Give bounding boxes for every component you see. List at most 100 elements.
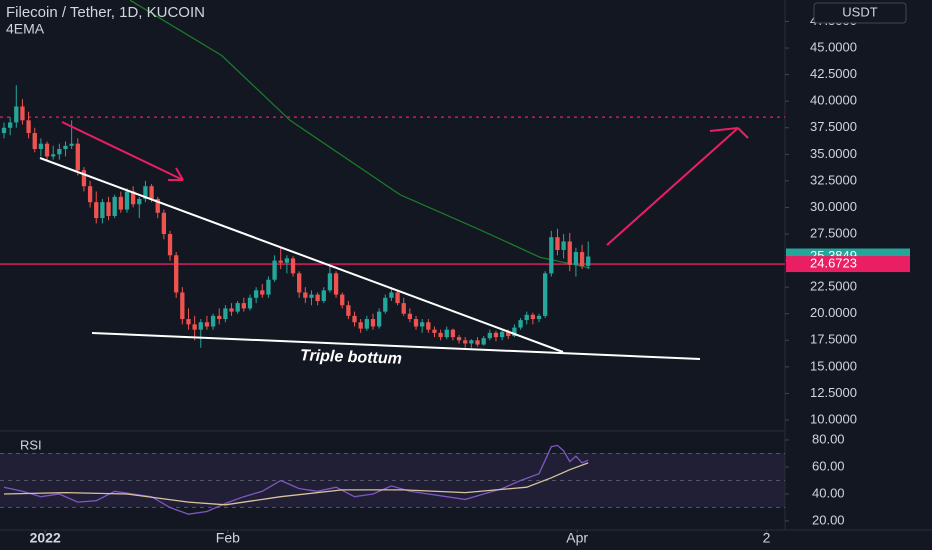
y-tick-label: 22.5000 [810,279,857,294]
candle-body [376,311,382,327]
candle-body [284,258,290,263]
candle-body [63,145,68,150]
candle-body [499,331,505,338]
candle-body [32,133,37,150]
candle-body [426,322,431,330]
candle-body [401,303,406,314]
candle-body [315,294,320,301]
candle-body [20,106,25,121]
candle-body [112,196,117,216]
y-tick-label: 10.0000 [810,411,857,426]
y-tick-label: 20.00 [812,512,845,527]
candle-body [167,234,173,256]
candle-body [530,314,536,320]
candle-body [124,191,130,210]
x-tick-label: 2022 [30,530,61,546]
candle-body [309,294,314,298]
candle-body [94,202,99,219]
y-tick-label: 42.5000 [810,66,857,81]
y-tick-label: 40.00 [812,485,845,500]
level-box [786,256,910,273]
y-tick-label: 17.5000 [810,332,857,347]
candle-body [340,294,345,306]
candle-body [241,303,246,309]
candle-body [487,332,492,339]
candle-body [180,292,185,320]
candle-body [586,256,591,266]
candle-body [44,143,50,157]
candle-body [444,329,449,338]
indicator-label: 4EMA [6,21,45,37]
y-tick-label: 15.0000 [810,358,857,373]
annotation: Triple bottum [300,347,402,368]
chart-title: Filecoin / Tether, 1D, KUCOIN [6,4,205,21]
trendline [91,332,701,360]
y-tick-label: 37.5000 [810,119,857,134]
candle-body [567,241,572,265]
candle-body [389,292,394,298]
y-tick-label: 30.0000 [810,199,857,214]
candle-body [100,202,105,219]
candle-body [278,260,283,263]
candle-body [26,120,31,134]
candle-body [543,273,548,316]
candle-body [143,186,148,199]
candle-body [87,186,93,203]
candle-body [14,106,19,123]
candle-body [450,329,456,338]
candle-body [186,319,191,325]
level-label: 24.6723 [810,256,857,271]
candle-body [290,258,296,274]
candle-body [549,237,554,274]
candle-body [579,252,585,266]
candle-body [130,191,136,205]
candle-body [235,303,240,312]
y-tick-label: 35.0000 [810,146,857,161]
candle-body [260,290,265,295]
candle-body [364,319,369,329]
candle-body [358,322,363,329]
y-tick-label: 60.00 [812,458,845,473]
candle-body [481,338,486,345]
currency-box[interactable] [813,2,907,24]
candle-body [253,290,259,298]
candle-body [420,322,425,327]
candle-body [51,154,56,157]
rsi-title: RSI [20,437,42,452]
candle-body [333,273,339,295]
x-tick-label: Apr [566,530,588,546]
candle-body [198,322,203,330]
candle-body [469,340,474,344]
y-tick-label: 80.00 [812,431,845,446]
candle-body [383,297,388,312]
y-tick-label: 27.5000 [810,225,857,240]
candle-body [1,127,7,134]
line [3,462,589,506]
currency: USDT [842,4,877,19]
candle-body [506,331,511,337]
candle-body [57,149,62,155]
candle-body [536,315,542,320]
candle-body [438,332,443,338]
y-tick-label: 40.0000 [810,93,857,108]
candle-body [555,237,560,250]
candle-body [229,308,234,312]
candle-body [204,322,210,327]
y-tick-label: 45.0000 [810,39,857,54]
candle-body [327,273,333,291]
x-tick-label: Feb [216,530,240,546]
candle-body [395,292,400,304]
y-tick-label: 32.5000 [810,172,857,187]
candle-body [155,198,160,213]
candle-body [463,340,468,344]
candle-body [407,313,413,320]
line [129,0,591,269]
candle-body [432,329,437,333]
candle-body [223,308,228,320]
candle-body [346,305,351,316]
candle-body [7,122,13,128]
arrow [606,127,749,246]
plot: 47.500045.000042.500040.000037.500035.00… [0,0,857,546]
